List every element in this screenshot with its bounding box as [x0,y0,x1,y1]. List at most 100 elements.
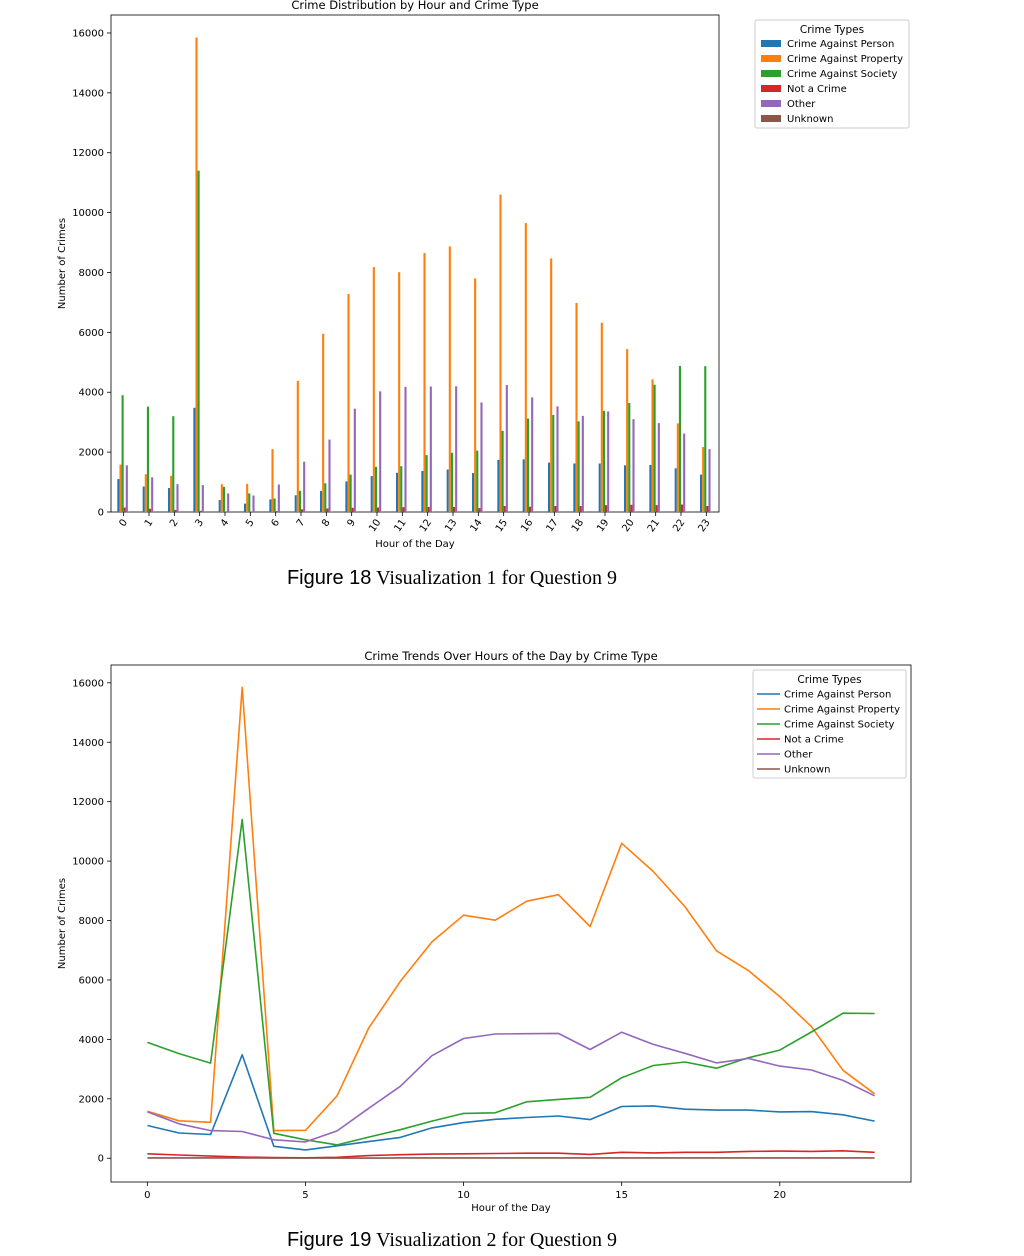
bar-crime-against-society-hour-2 [172,416,175,512]
y-tick-label: 14000 [72,738,104,749]
legend-label-crime-against-property: Crime Against Property [784,705,900,716]
bar-crime-against-person-hour-12 [421,470,424,512]
figure-19-caption: Figure 19 Visualization 2 for Question 9 [0,1227,904,1252]
x-tick-label: 14 [468,517,484,534]
legend-label-not-a-crime: Not a Crime [784,735,844,746]
bar-crime-against-society-hour-16 [526,418,529,512]
bar-crime-against-property-hour-0 [119,464,122,512]
line-crime-against-person [147,1053,875,1151]
bar-not-a-crime-hour-17 [554,506,557,512]
line-crime-against-property [147,686,876,1132]
bar-other-hour-9 [353,408,356,512]
bar-crime-against-person-hour-19 [598,463,601,512]
bar-crime-against-property-hour-19 [600,322,603,512]
bar-crime-against-person-hour-13 [446,469,449,512]
bar-crime-against-person-hour-1 [142,486,145,512]
bar-crime-against-society-hour-10 [374,466,377,512]
bar-crime-against-society-hour-17 [552,414,555,512]
x-tick-label: 17 [544,517,560,534]
x-tick-label: 23 [696,517,712,534]
bar-not-a-crime-hour-16 [529,506,532,512]
y-tick-label: 0 [98,508,104,519]
bar-crime-against-property-hour-1 [144,474,147,512]
legend-label-other: Other [784,750,813,761]
bar-other-hour-2 [176,484,179,512]
bar-crime-against-society-hour-6 [273,498,276,512]
y-tick-label: 10000 [72,208,104,219]
bar-not-a-crime-hour-14 [478,508,481,512]
legend-swatch-crime-against-property [761,55,781,62]
x-tick-label: 22 [671,517,687,534]
bar-crime-against-society-hour-8 [324,483,327,512]
x-tick-label: 6 [269,517,282,529]
legend-box [754,19,910,129]
x-tick-label: 12 [418,517,434,534]
legend-label-crime-against-property: Crime Against Property [787,54,903,65]
bar-crime-against-property-hour-14 [474,278,477,512]
bar-other-hour-21 [657,423,660,512]
legend-swatch-not-a-crime [761,85,781,92]
bar-other-hour-3 [201,485,204,512]
bar-not-a-crime-hour-8 [326,508,329,512]
y-tick-label: 12000 [72,148,104,159]
bar-crime-against-society-hour-9 [349,474,352,512]
legend-swatch-crime-against-society [761,70,781,77]
y-tick-label: 6000 [79,975,104,986]
bar-other-hour-11 [404,386,407,512]
bar-not-a-crime-hour-6 [275,511,278,512]
bar-not-a-crime-hour-20 [630,504,633,512]
bar-not-a-crime-hour-1 [149,508,152,512]
y-tick-label: 12000 [72,797,104,808]
bar-other-hour-7 [303,461,306,512]
bar-not-a-crime-hour-10 [377,507,380,512]
bar-crime-against-society-hour-19 [602,410,605,512]
bar-other-hour-15 [505,385,508,512]
bar-crime-against-property-hour-15 [499,194,502,512]
x-tick-label: 15 [494,517,510,534]
bar-crime-against-person-hour-8 [320,491,323,512]
bar-crime-against-person-hour-7 [294,495,297,512]
bar-crime-against-property-hour-2 [170,475,173,512]
bar-crime-against-property-hour-16 [524,223,527,512]
x-tick-label: 1 [143,517,156,529]
plot-frame [110,664,912,1183]
bar-not-a-crime-hour-7 [301,509,304,512]
bar-crime-against-property-hour-12 [423,253,426,512]
bar-crime-against-society-hour-1 [146,406,149,512]
y-axis-label: Number of Crimes [57,878,68,969]
bar-crime-against-property-hour-13 [448,246,451,513]
bar-other-hour-1 [151,477,154,512]
bar-crime-against-property-hour-3 [195,37,198,512]
bar-crime-against-property-hour-7 [296,380,299,512]
bar-crime-against-person-hour-2 [168,488,171,512]
bar-other-hour-4 [227,493,230,512]
bar-crime-against-property-hour-23 [702,447,705,512]
y-axis-label: Number of Crimes [57,218,68,309]
y-tick-label: 8000 [79,916,104,927]
bar-other-hour-10 [379,391,382,512]
bar-not-a-crime-hour-12 [427,506,430,512]
bar-crime-against-person-hour-9 [345,481,348,512]
bar-not-a-crime-hour-2 [174,509,177,512]
y-tick-label: 2000 [79,448,104,459]
legend-label-crime-against-society: Crime Against Society [784,720,895,731]
bar-crime-against-person-hour-23 [700,474,703,512]
legend-swatch-other [761,100,781,107]
x-tick-label: 7 [295,517,308,529]
bar-crime-against-person-hour-15 [497,459,500,512]
x-tick-label: 10 [367,517,383,534]
y-tick-label: 4000 [79,1035,104,1046]
bar-crime-against-person-hour-6 [269,499,272,512]
bar-crime-against-person-hour-18 [573,463,576,512]
legend-label-unknown: Unknown [784,765,830,776]
legend-label-crime-against-person: Crime Against Person [787,39,894,50]
bar-not-a-crime-hour-19 [605,505,608,512]
x-tick-label: 5 [302,1190,308,1201]
figure-19-label: Figure 19 [286,1229,372,1251]
bar-chart-crime-by-hour: Crime Distribution by Hour and Crime Typ… [57,0,910,550]
legend-box [752,669,907,779]
legend-title: Crime Types [800,24,864,36]
bar-not-a-crime-hour-9 [351,507,354,512]
legend-label-unknown: Unknown [787,114,833,125]
bar-crime-against-society-hour-3 [197,170,200,512]
